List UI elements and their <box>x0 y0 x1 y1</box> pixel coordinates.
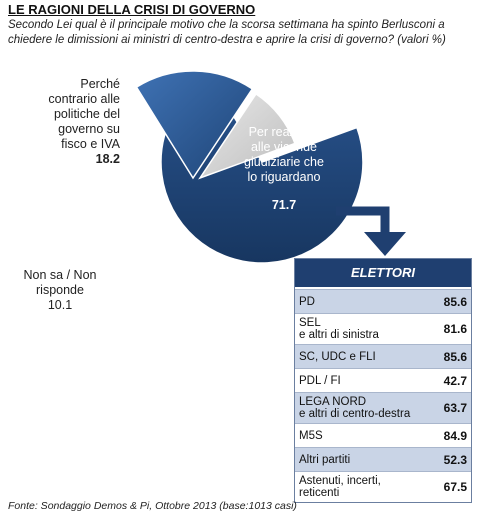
table-row-m5s: M5S 84.9 <box>295 423 471 447</box>
table-row-sel: SEL e altri di sinistra 81.6 <box>295 313 471 344</box>
elettori-table: ELETTORI PD 85.6 SEL e altri di sinistra … <box>294 258 472 503</box>
pie-slice-fisco-iva <box>135 70 254 180</box>
chart-subtitle: Secondo Lei qual è il principale motivo … <box>8 19 446 46</box>
slice-value-non-sa: 10.1 <box>47 298 73 312</box>
elettori-table-title: ELETTORI <box>295 259 471 287</box>
table-row-sc-udc-fli: SC, UDC e FLI 85.6 <box>295 344 471 368</box>
slice-value-fisco-iva: 18.2 <box>95 152 120 166</box>
slice-value-per-reazione: 71.7 <box>271 198 297 212</box>
slice-label-fisco-iva: Perché contrario alle politiche del gove… <box>2 77 120 167</box>
pie-slice-non-sa <box>198 92 296 180</box>
table-row-lega-nord: LEGA NORD e altri di centro-destra 63.7 <box>295 392 471 423</box>
table-row-pd: PD 85.6 <box>295 289 471 313</box>
slice-label-non-sa: Non sa / Non risponde 10.1 <box>8 268 112 313</box>
chart-title: LE RAGIONI DELLA CRISI DI GOVERNO <box>8 2 256 17</box>
arrow-icon <box>336 206 406 256</box>
table-row-astenuti: Astenuti, incerti, reticenti 67.5 <box>295 471 471 502</box>
source-note: Fonte: Sondaggio Demos & Pi, Ottobre 201… <box>8 500 297 512</box>
table-row-pdl-fi: PDL / FI 42.7 <box>295 368 471 392</box>
table-row-altri-partiti: Altri partiti 52.3 <box>295 447 471 471</box>
slice-label-per-reazione: Per reazione alle vicende giudiziarie ch… <box>222 125 346 213</box>
